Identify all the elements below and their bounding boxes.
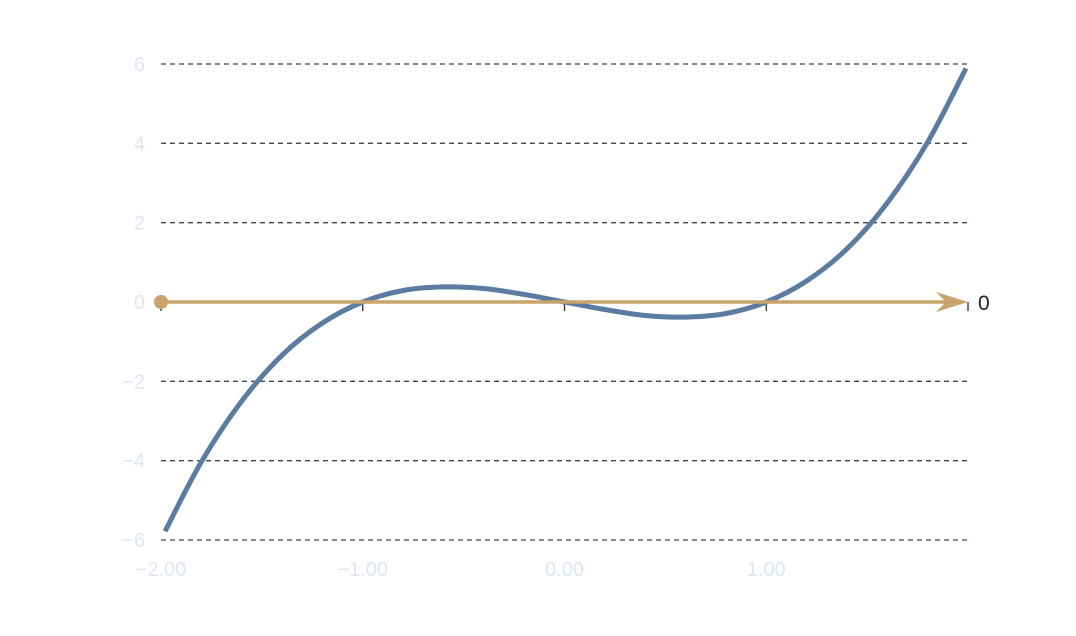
- x-tick-label: 0.00: [545, 559, 584, 581]
- series-layer: [162, 67, 969, 533]
- zero-line-arrowhead: [936, 292, 968, 312]
- x-tick-label: 1.00: [747, 559, 786, 581]
- tick-labels: −6 −4 −2 0 2 4 6 −2.00 −1.00 0.00 1.00: [122, 54, 786, 581]
- zero-line-end-label: 0: [978, 292, 990, 315]
- x-tick-label: −2.00: [136, 559, 187, 581]
- zero-line-layer: 0: [154, 292, 990, 315]
- y-tick-label: 2: [134, 213, 145, 235]
- y-tick-label: 4: [134, 133, 145, 155]
- y-tick-label: 0: [134, 292, 145, 314]
- y-tick-label: −4: [122, 451, 145, 473]
- y-tick-label: −6: [122, 530, 145, 552]
- series-line: [162, 67, 969, 533]
- x-tick-label: −1.00: [337, 559, 388, 581]
- y-tick-label: −2: [122, 371, 145, 393]
- zero-line-start-dot: [154, 295, 168, 309]
- y-tick-label: 6: [134, 54, 145, 76]
